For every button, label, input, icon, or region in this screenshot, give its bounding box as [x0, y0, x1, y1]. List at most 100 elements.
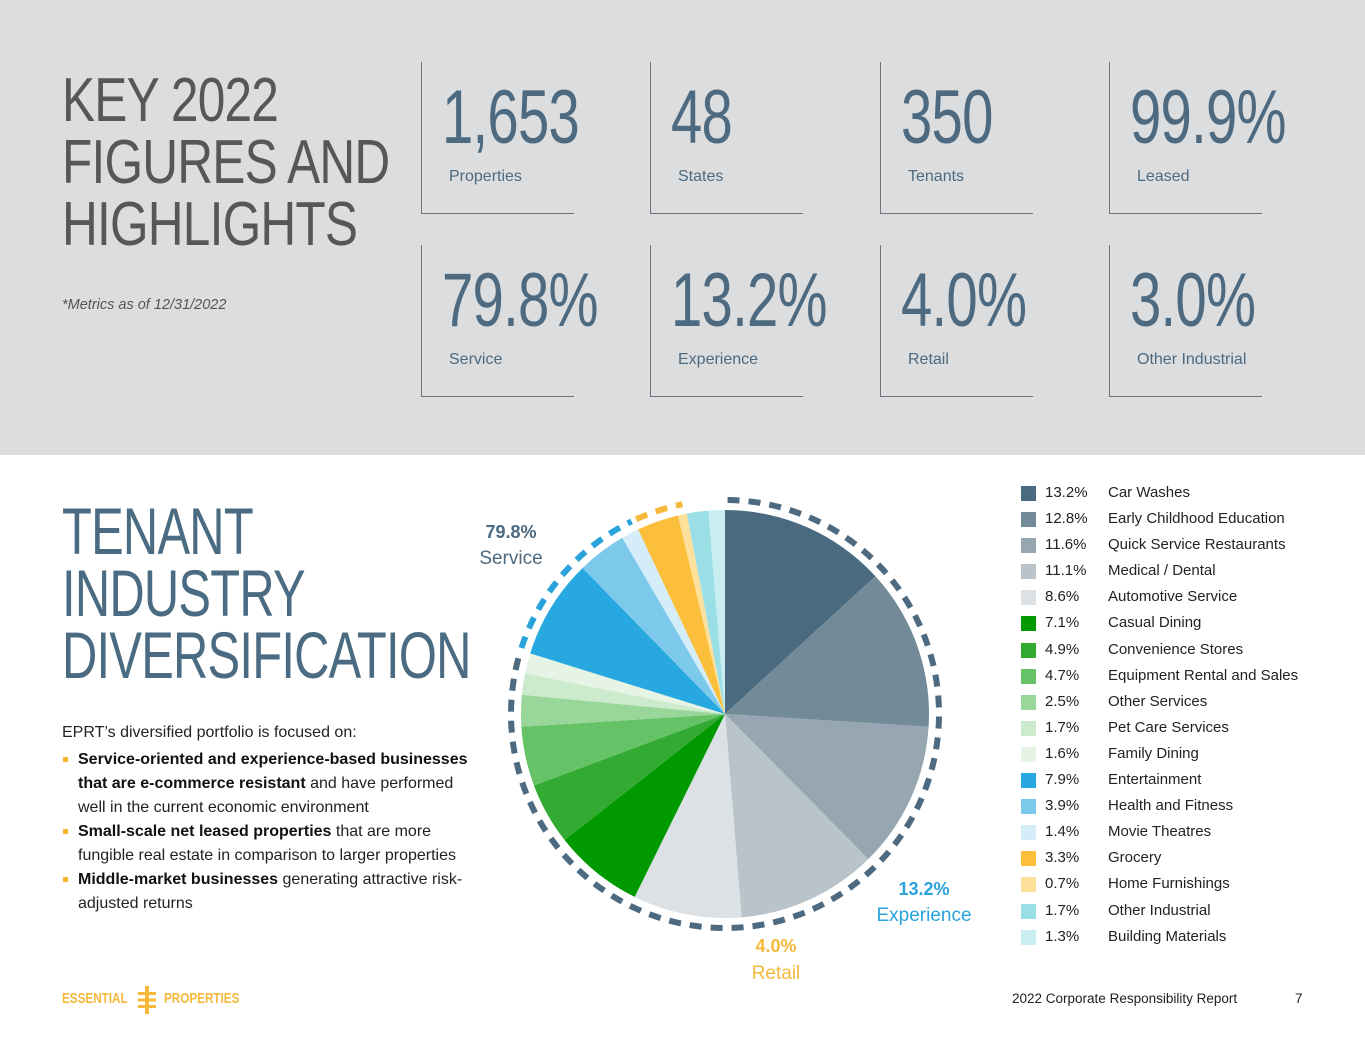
legend-swatch	[1021, 590, 1036, 606]
focus-bullet: Middle-market businesses generating attr…	[62, 868, 482, 916]
legend-percent: 8.6%	[1045, 588, 1080, 606]
legend-percent: 3.3%	[1045, 849, 1080, 867]
tenant-title-line: TENANT	[62, 494, 254, 568]
legend-label: Entertainment	[1108, 771, 1202, 789]
page-number: 7	[1295, 991, 1303, 1006]
stat-tenants: 350 Tenants	[880, 62, 1033, 214]
legend-swatch	[1021, 799, 1036, 815]
stat-label: Service	[449, 351, 503, 368]
legend-label: Other Services	[1108, 692, 1208, 710]
pie-slice-health-and-fitness	[582, 537, 725, 714]
stat-label: States	[678, 168, 724, 185]
legend-swatch	[1021, 825, 1036, 841]
legend-item: 8.6% Automotive Service	[1021, 584, 1351, 610]
bullet-text: generating attractive risk-adjusted retu…	[78, 871, 463, 912]
legend-percent: 1.7%	[1045, 718, 1080, 736]
key-title-line: KEY 2022	[62, 66, 279, 135]
chart-legend: 13.2% Car Washes 12.8% Early Childhood Educ…	[1021, 480, 1351, 950]
tenant-title-line: INDUSTRY	[62, 556, 306, 630]
stat-label: Tenants	[908, 168, 965, 185]
legend-item: 4.7% Equipment Rental and Sales	[1021, 663, 1351, 689]
stat-other-industrial: 3.0% Other Industrial	[1109, 245, 1262, 397]
stat-value: 1,653	[442, 75, 580, 160]
stat-properties: 1,653 Properties	[421, 62, 580, 214]
stat-value: 3.0%	[1130, 258, 1256, 343]
legend-item: 1.7% Pet Care Services	[1021, 715, 1351, 741]
bullet-bold-text: Service-oriented and experience-based bu…	[78, 751, 468, 792]
pie-slice-movie-theatres	[622, 529, 725, 714]
stat-value: 99.9%	[1130, 75, 1287, 160]
legend-swatch	[1021, 512, 1036, 528]
legend-item: 4.9% Convenience Stores	[1021, 637, 1351, 663]
legend-percent: 1.7%	[1045, 901, 1080, 919]
legend-percent: 13.2%	[1045, 484, 1088, 501]
stat-value: 79.8%	[442, 258, 599, 343]
stat-service: 79.8% Service	[421, 245, 599, 397]
experience-callout-label: Experience	[876, 905, 972, 926]
service-callout-pct: 79.8%	[485, 522, 537, 542]
legend-swatch	[1021, 720, 1036, 736]
legend-label: Equipment Rental and Sales	[1108, 666, 1299, 684]
legend-swatch	[1021, 642, 1036, 658]
legend-label: Pet Care Services	[1108, 718, 1229, 736]
pie-slice-casual-dining	[564, 714, 725, 897]
group-ring-service	[508, 497, 942, 931]
pie-slice-building-materials	[708, 510, 725, 714]
legend-percent: 11.1%	[1045, 562, 1087, 580]
legend-item: 1.4% Movie Theatres	[1021, 819, 1351, 845]
legend-percent: 4.9%	[1045, 640, 1080, 658]
legend-item: 7.1% Casual Dining	[1021, 610, 1351, 636]
stat-label: Experience	[678, 351, 759, 368]
stat-leased: 99.9% Leased	[1109, 62, 1287, 214]
key-title-line: HIGHLIGHTS	[62, 190, 358, 259]
legend-item: 2.5% Other Services	[1021, 689, 1351, 715]
focus-bullet: Small-scale net leased properties that a…	[62, 820, 482, 868]
legend-percent: 1.3%	[1045, 927, 1080, 945]
legend-item: 3.3% Grocery	[1021, 845, 1351, 871]
legend-percent: 7.9%	[1045, 771, 1080, 789]
legend-item: 1.6% Family Dining	[1021, 741, 1351, 767]
legend-swatch	[1021, 773, 1036, 789]
pie-slice-entertainment	[530, 567, 725, 714]
legend-item: 11.1% Medical / Dental	[1021, 558, 1351, 584]
focus-bullet-list: Service-oriented and experience-based bu…	[62, 748, 482, 916]
legend-swatch	[1021, 538, 1036, 554]
pie-slice-convenience-stores	[533, 714, 725, 841]
pie-slice-equipment-rental-and-sales	[521, 714, 725, 786]
stat-value: 48	[671, 75, 733, 160]
legend-label: Early Childhood Education	[1108, 510, 1285, 528]
stat-label: Properties	[449, 168, 522, 185]
stat-label: Leased	[1137, 168, 1190, 185]
legend-swatch	[1021, 929, 1036, 945]
legend-swatch	[1021, 877, 1036, 893]
portfolio-intro: EPRT’s diversified portfolio is focused …	[62, 724, 357, 741]
stat-label: Retail	[908, 351, 949, 368]
legend-swatch	[1021, 903, 1036, 919]
group-ring-retail	[634, 501, 684, 523]
legend-label: Family Dining	[1108, 744, 1199, 762]
key-figures-section: KEY 2022 FIGURES AND HIGHLIGHTS *Metrics…	[0, 0, 1365, 455]
key-title-line: FIGURES AND	[62, 128, 390, 197]
metrics-note: *Metrics as of 12/31/2022	[62, 297, 227, 313]
pie-slice-family-dining	[525, 653, 725, 714]
legend-swatch	[1021, 746, 1036, 762]
service-callout-label: Service	[479, 548, 543, 569]
stat-value: 13.2%	[671, 258, 828, 343]
tenant-diversification-title: TENANT INDUSTRY DIVERSIFICATION	[62, 494, 471, 688]
stat-states: 48 States	[650, 62, 803, 214]
legend-label: Movie Theatres	[1108, 823, 1212, 841]
legend-percent: 1.6%	[1045, 744, 1080, 762]
legend-percent: 7.1%	[1045, 614, 1080, 632]
group-ring-experience	[518, 518, 633, 649]
bullet-bold-text: Middle-market businesses	[78, 871, 279, 888]
legend-percent: 0.7%	[1045, 875, 1080, 893]
legend-swatch	[1021, 486, 1036, 501]
key-figures-title: KEY 2022 FIGURES AND HIGHLIGHTS	[62, 66, 390, 259]
pie-slice-early-childhood-education	[725, 576, 929, 727]
legend-item: 1.3% Building Materials	[1021, 924, 1351, 950]
legend-swatch	[1021, 616, 1036, 632]
retail-callout-label: Retail	[751, 963, 801, 984]
legend-percent: 11.6%	[1045, 536, 1087, 554]
stat-value: 350	[901, 75, 993, 160]
logo-text-right: PROPERTIES	[164, 990, 240, 1007]
